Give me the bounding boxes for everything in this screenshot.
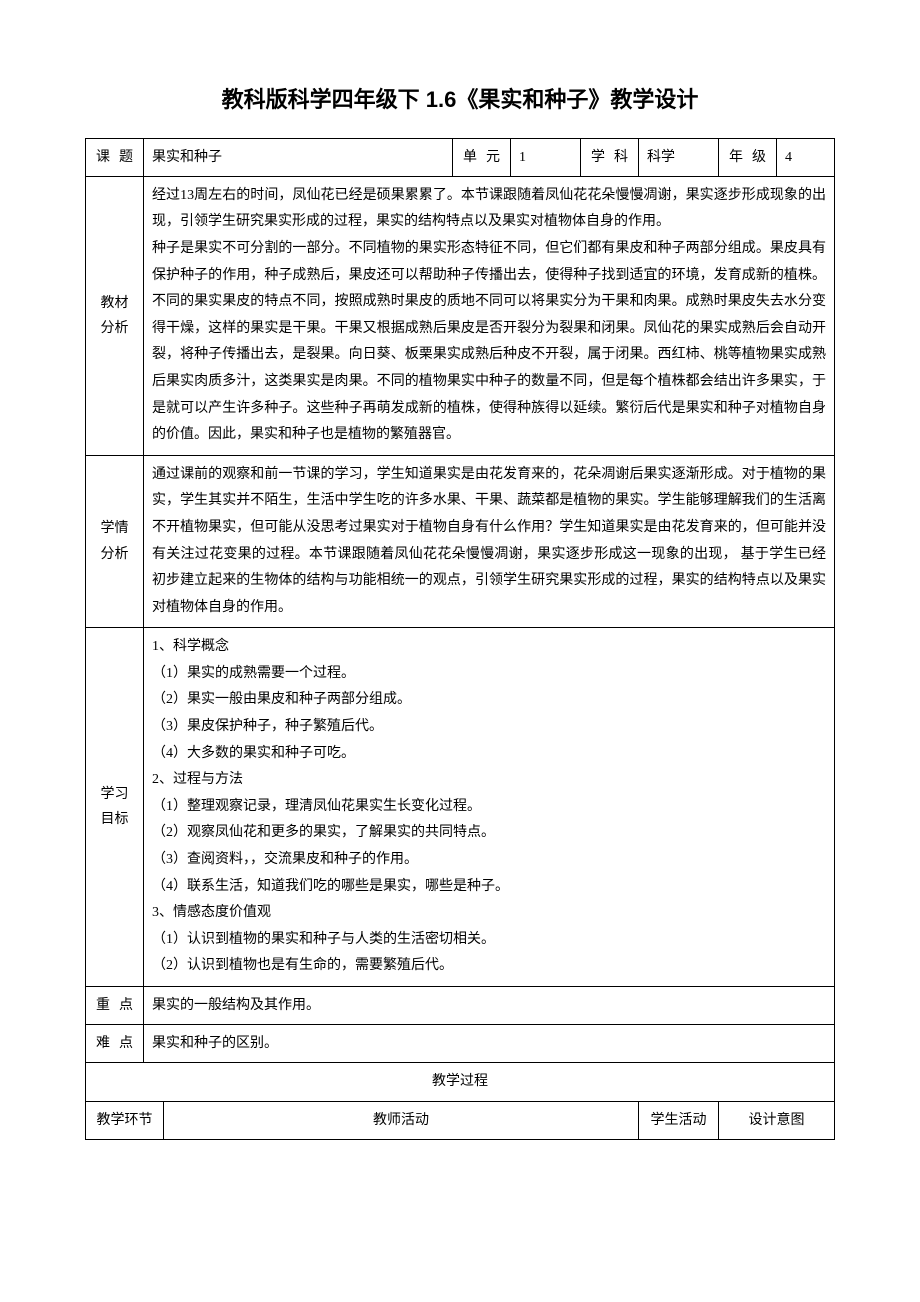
unit-label: 单元	[453, 138, 511, 176]
process-header: 教学过程	[86, 1063, 835, 1101]
learner-analysis-row: 学情分析 通过课前的观察和前一节课的学习，学生知道果实是由花发育来的，花朵凋谢后…	[86, 455, 835, 628]
document-title: 教科版科学四年级下 1.6《果实和种子》教学设计	[85, 80, 835, 120]
subject-value: 科学	[639, 138, 719, 176]
objectives-label: 学习目标	[86, 628, 144, 987]
difficulty-label: 难点	[86, 1025, 144, 1063]
process-intent-label: 设计意图	[719, 1101, 835, 1139]
grade-value: 4	[777, 138, 835, 176]
objectives-row: 学习目标 1、科学概念（1）果实的成熟需要一个过程。（2）果实一般由果皮和种子两…	[86, 628, 835, 987]
lesson-plan-table: 课题 果实和种子 单元 1 学科 科学 年级 4 教材分析 经过13周左右的时间…	[85, 138, 835, 1140]
process-student-label: 学生活动	[639, 1101, 719, 1139]
header-row: 课题 果实和种子 单元 1 学科 科学 年级 4	[86, 138, 835, 176]
keypoint-label: 重点	[86, 987, 144, 1025]
grade-label: 年级	[719, 138, 777, 176]
process-teacher-label: 教师活动	[164, 1101, 639, 1139]
learner-analysis-label: 学情分析	[86, 455, 144, 628]
subject-label: 学科	[581, 138, 639, 176]
learner-analysis-text: 通过课前的观察和前一节课的学习，学生知道果实是由花发育来的，花朵凋谢后果实逐渐形…	[144, 455, 835, 628]
objectives-text: 1、科学概念（1）果实的成熟需要一个过程。（2）果实一般由果皮和种子两部分组成。…	[144, 628, 835, 987]
process-header-row: 教学过程	[86, 1063, 835, 1101]
topic-label: 课题	[86, 138, 144, 176]
textbook-analysis-row: 教材分析 经过13周左右的时间，凤仙花已经是硕果累累了。本节课跟随着凤仙花花朵慢…	[86, 176, 835, 455]
textbook-analysis-text: 经过13周左右的时间，凤仙花已经是硕果累累了。本节课跟随着凤仙花花朵慢慢凋谢，果…	[144, 176, 835, 455]
process-phase-label: 教学环节	[86, 1101, 164, 1139]
unit-value: 1	[511, 138, 581, 176]
keypoint-row: 重点 果实的一般结构及其作用。	[86, 987, 835, 1025]
difficulty-row: 难点 果实和种子的区别。	[86, 1025, 835, 1063]
process-columns-row: 教学环节 教师活动 学生活动 设计意图	[86, 1101, 835, 1139]
keypoint-text: 果实的一般结构及其作用。	[144, 987, 835, 1025]
difficulty-text: 果实和种子的区别。	[144, 1025, 835, 1063]
topic-value: 果实和种子	[144, 138, 453, 176]
textbook-analysis-label: 教材分析	[86, 176, 144, 455]
